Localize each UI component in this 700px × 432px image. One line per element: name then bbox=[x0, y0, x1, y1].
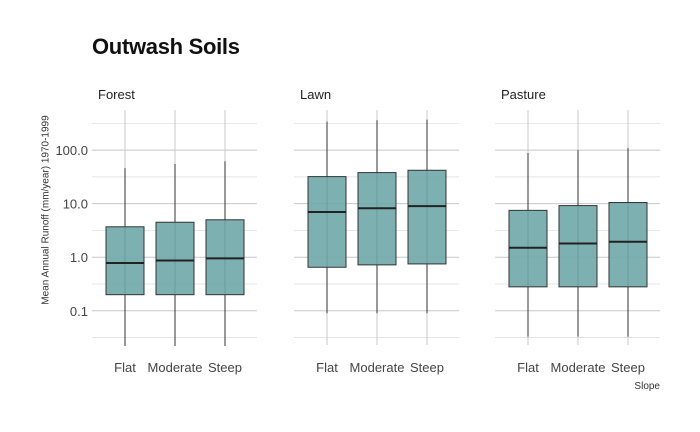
y-tick-label: 1.0 bbox=[70, 250, 88, 265]
box-lawn-steep bbox=[407, 169, 447, 265]
box-pasture-steep bbox=[608, 202, 648, 288]
facet-label: Pasture bbox=[501, 87, 546, 102]
x-tick-label: Steep bbox=[208, 360, 242, 375]
x-axis-title: Slope bbox=[634, 381, 660, 392]
y-tick-label: 100.0 bbox=[55, 143, 88, 158]
x-tick-label: Flat bbox=[316, 360, 338, 375]
x-tick-label: Flat bbox=[114, 360, 136, 375]
box-forest-flat bbox=[105, 226, 145, 296]
box-lawn-flat bbox=[307, 176, 347, 268]
facet-label: Forest bbox=[98, 87, 135, 102]
chart-title: Outwash Soils bbox=[92, 34, 240, 59]
y-tick-label: 0.1 bbox=[70, 304, 88, 319]
x-tick-label: Steep bbox=[410, 360, 444, 375]
box-forest-moderate bbox=[155, 221, 195, 296]
y-tick-label: 10.0 bbox=[63, 197, 88, 212]
box-forest-steep bbox=[205, 219, 245, 296]
x-tick-label: Moderate bbox=[148, 360, 203, 375]
x-tick-label: Steep bbox=[611, 360, 645, 375]
facet-label: Lawn bbox=[300, 87, 331, 102]
x-tick-label: Moderate bbox=[551, 360, 606, 375]
x-tick-label: Flat bbox=[517, 360, 539, 375]
box-pasture-moderate bbox=[558, 205, 598, 288]
box-lawn-moderate bbox=[357, 172, 397, 266]
x-tick-label: Moderate bbox=[350, 360, 405, 375]
